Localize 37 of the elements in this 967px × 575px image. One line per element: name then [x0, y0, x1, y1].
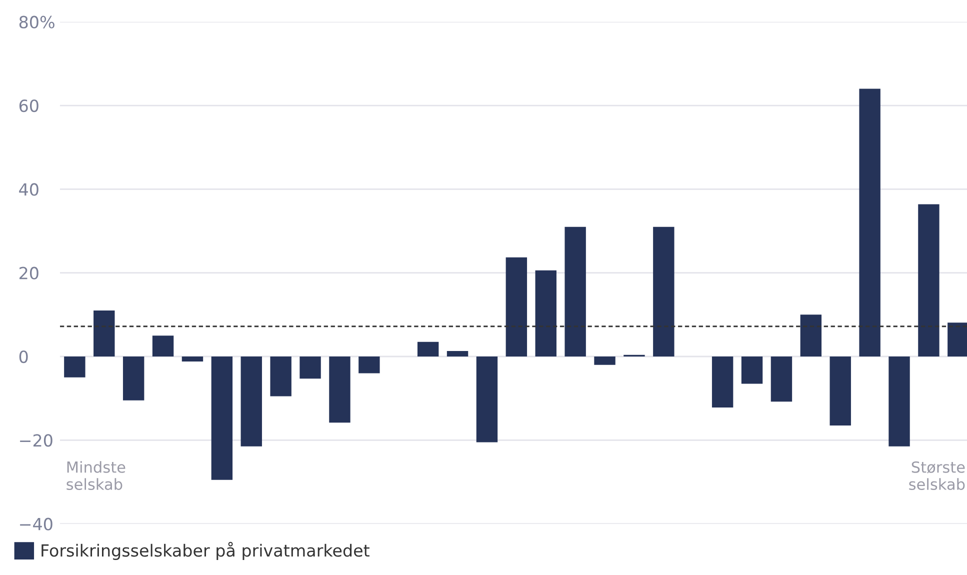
bar [770, 356, 792, 402]
bar [240, 356, 262, 446]
bar [506, 257, 528, 356]
bar [712, 356, 734, 408]
bar [94, 310, 115, 356]
legend-label: Forsikringsselskaber på privatmarkedet [42, 542, 370, 560]
bar [122, 356, 144, 400]
y-tick-label: 80% [19, 16, 54, 28]
y-tick-label: −20 [20, 434, 52, 447]
bar [358, 356, 380, 374]
annotation: Største selskab [909, 461, 965, 490]
bar [329, 356, 350, 423]
annotation: Mindste selskab [66, 461, 126, 490]
bar [417, 342, 439, 356]
bar [476, 356, 498, 442]
y-tick-label: 60 [19, 99, 38, 112]
bar [535, 270, 556, 356]
bar [64, 356, 86, 378]
bar [300, 356, 321, 379]
bar [182, 356, 204, 362]
bar [888, 356, 910, 446]
bar [152, 336, 174, 356]
bar [859, 88, 880, 356]
bar [741, 356, 763, 384]
bar [211, 356, 233, 480]
y-tick-label: 20 [20, 266, 38, 280]
bar [918, 204, 940, 356]
y-tick-label: 0 [19, 350, 28, 364]
bar [270, 356, 292, 396]
y-tick-label: 40 [19, 183, 38, 196]
bar [564, 226, 586, 356]
bar [653, 226, 674, 356]
bar [446, 351, 468, 356]
y-tick-label: −40 [20, 518, 52, 530]
bar [800, 314, 822, 356]
bar [830, 356, 851, 426]
bar [594, 356, 616, 365]
